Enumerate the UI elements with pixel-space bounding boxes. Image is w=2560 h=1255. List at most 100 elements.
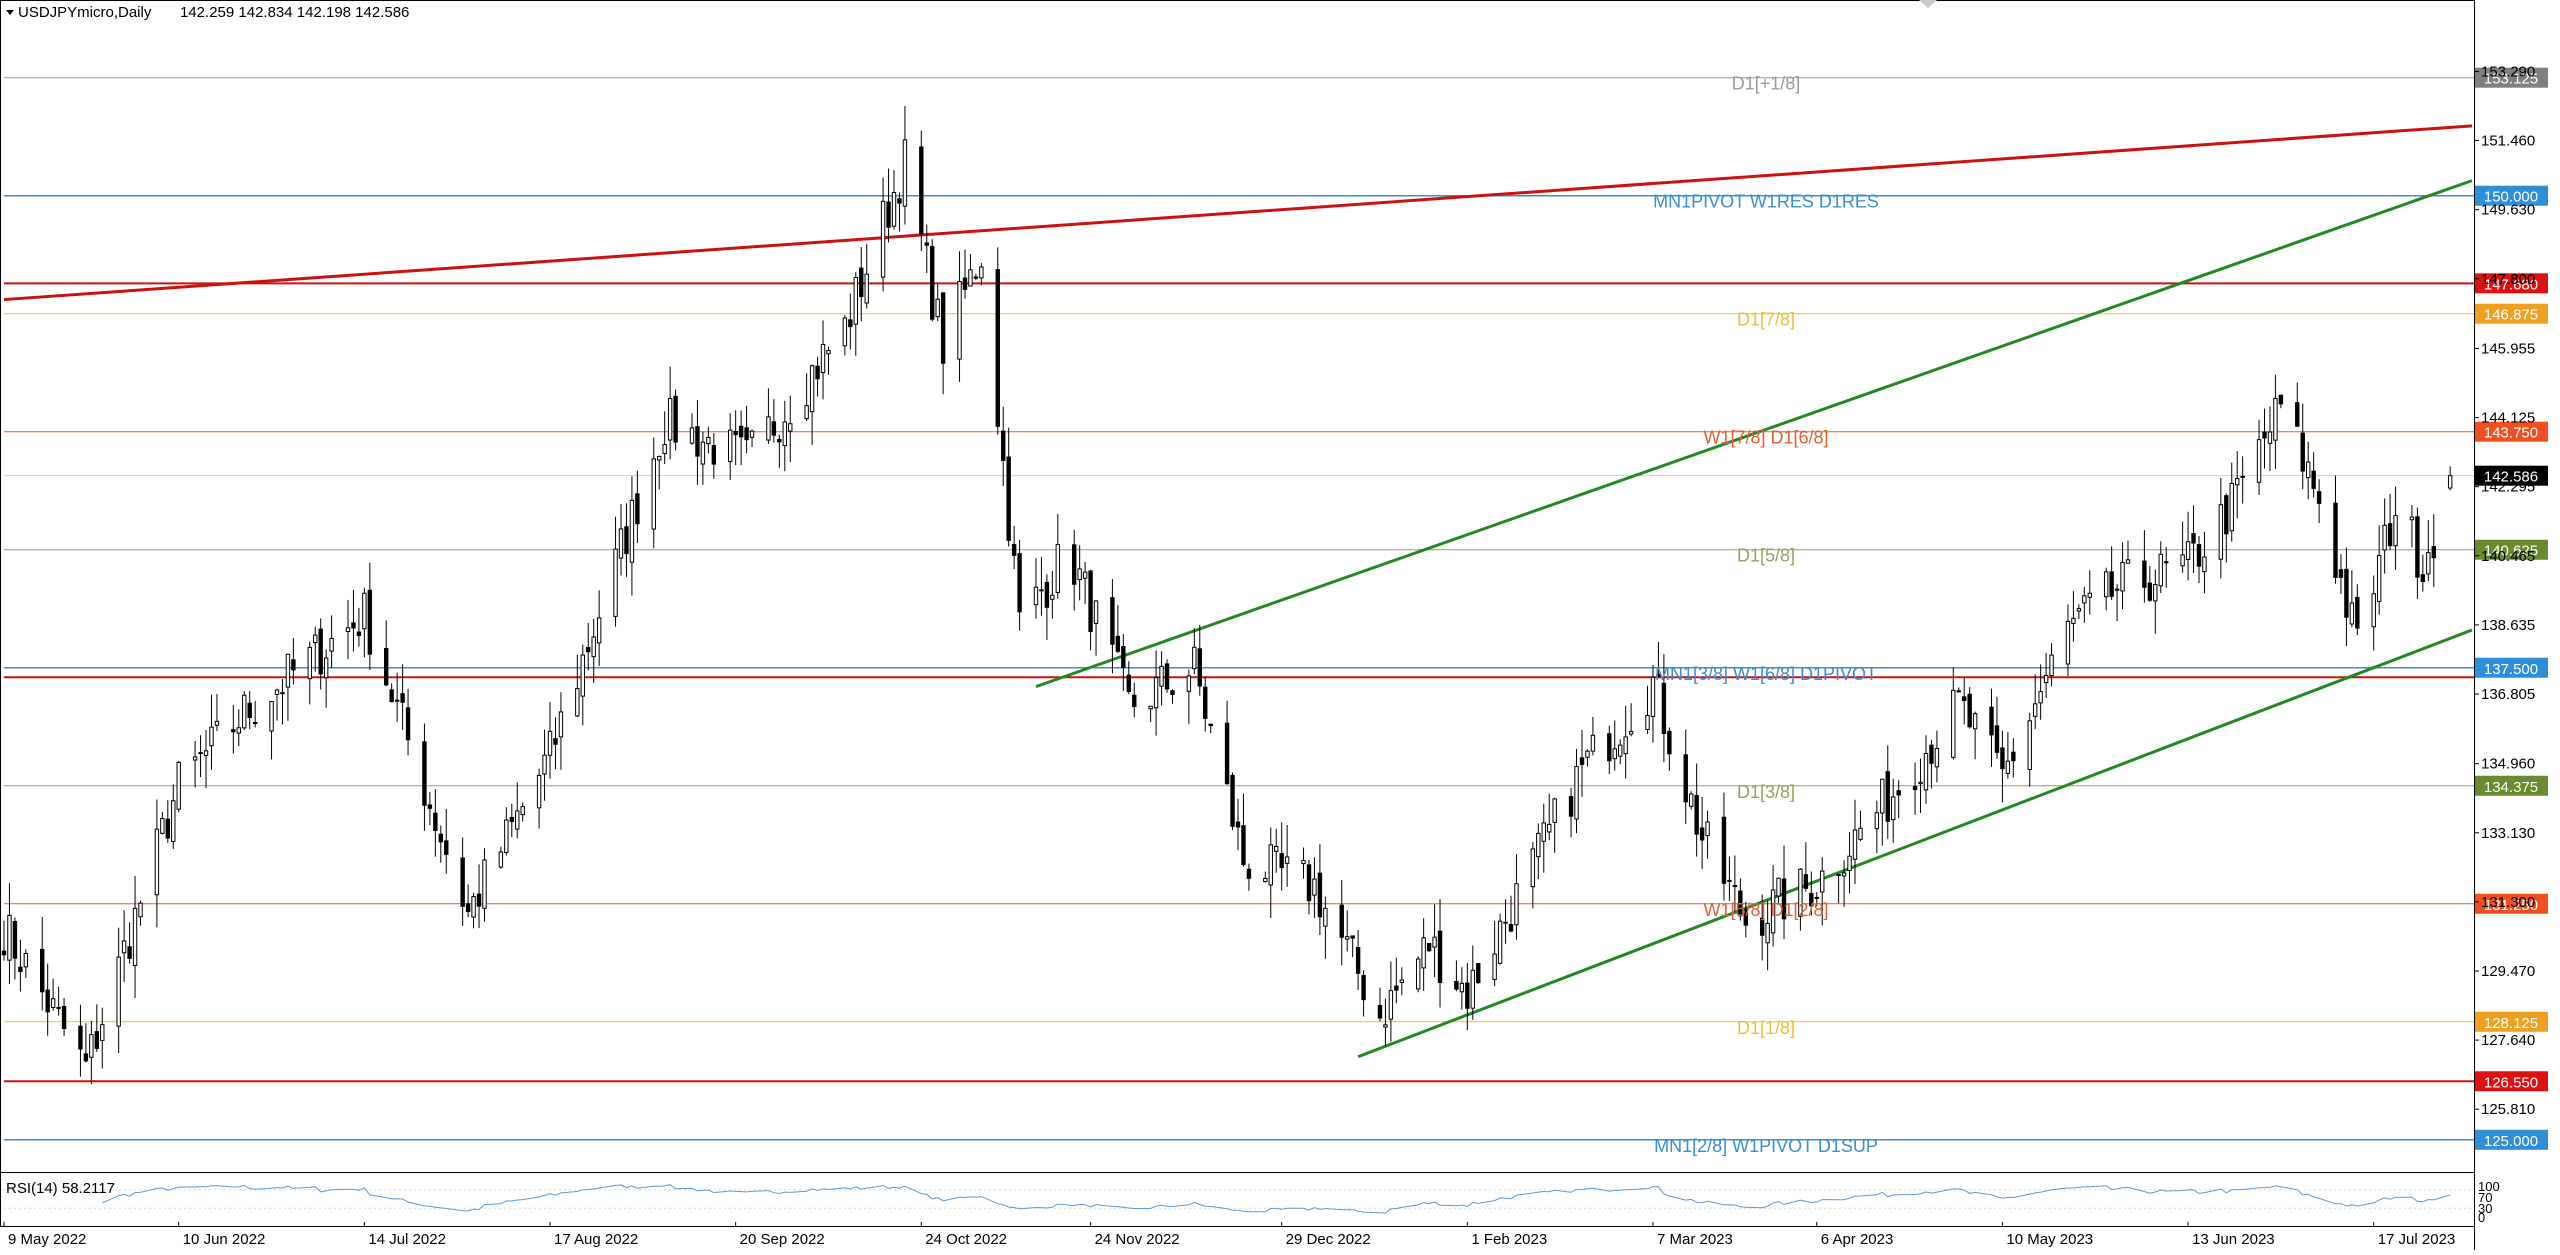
candle[interactable] [586,622,591,671]
candle[interactable] [1459,967,1465,1010]
candle[interactable] [252,700,258,728]
candle[interactable] [804,373,809,422]
candle[interactable] [1530,841,1536,909]
candle[interactable] [536,768,542,829]
candle[interactable] [1312,857,1317,919]
candle[interactable] [2049,643,2054,687]
candle[interactable] [1093,600,1099,656]
candle[interactable] [121,910,127,982]
candle[interactable] [1465,962,1470,1031]
candle[interactable] [788,395,793,463]
candle[interactable] [930,239,935,322]
candle[interactable] [1803,842,1809,892]
candle[interactable] [242,691,247,731]
candle[interactable] [1929,739,1934,789]
candle[interactable] [50,978,56,1011]
candle[interactable] [1667,727,1672,771]
candle[interactable] [23,949,29,979]
candle[interactable] [1896,779,1901,819]
candle[interactable] [1033,558,1039,619]
candle[interactable] [673,389,678,451]
candle[interactable] [1880,778,1885,846]
candle[interactable] [1235,798,1241,851]
candle[interactable] [2371,575,2376,651]
candle[interactable] [285,653,291,721]
candle[interactable] [476,864,482,929]
candle[interactable] [460,837,465,926]
candle[interactable] [2032,674,2038,729]
candle[interactable] [1574,748,1579,834]
candle[interactable] [1323,896,1328,959]
candle[interactable] [1361,970,1366,1017]
candle[interactable] [192,741,198,788]
candle[interactable] [2114,584,2120,622]
candle[interactable] [1274,828,1279,873]
candle[interactable] [880,177,886,292]
candle[interactable] [1415,956,1421,993]
candle[interactable] [1699,797,1705,870]
candle[interactable] [1224,700,1230,785]
candle[interactable] [2153,569,2158,634]
candle[interactable] [580,644,585,726]
candle[interactable] [154,799,160,928]
candle[interactable] [171,784,176,850]
candle[interactable] [1923,735,1929,804]
candle[interactable] [1132,682,1137,718]
candle[interactable] [323,649,329,708]
candle[interactable] [1121,634,1126,692]
candle[interactable] [2082,586,2087,623]
candle[interactable] [1306,859,1312,915]
candle[interactable] [1836,873,1841,904]
candle[interactable] [1650,664,1656,743]
candle[interactable] [1972,711,1978,760]
candle[interactable] [1688,791,1694,810]
candle[interactable] [2349,570,2355,628]
candle[interactable] [498,846,504,869]
candle[interactable] [400,664,405,731]
candle[interactable] [307,641,312,705]
candle[interactable] [935,284,940,322]
candle[interactable] [973,273,979,281]
candle[interactable] [2109,546,2114,601]
candle[interactable] [1301,847,1306,879]
candle[interactable] [2011,738,2016,778]
candle[interactable] [1661,654,1667,763]
candle[interactable] [89,1020,94,1085]
candle[interactable] [61,997,67,1037]
candle[interactable] [689,413,695,445]
candle[interactable] [1317,844,1323,936]
candle[interactable] [1956,687,1961,693]
candle[interactable] [700,431,706,485]
candle[interactable] [2120,542,2125,610]
candle[interactable] [2305,441,2311,500]
candle[interactable] [662,411,667,465]
candle[interactable] [859,247,864,322]
candle[interactable] [1279,822,1284,891]
candle[interactable] [777,434,782,468]
candle[interactable] [2229,462,2234,542]
candle[interactable] [132,876,138,998]
candle[interactable] [1383,998,1388,1047]
candle[interactable] [1656,641,1661,678]
candle[interactable] [367,562,373,670]
candle[interactable] [1934,730,1940,783]
candle[interactable] [591,618,596,684]
candle[interactable] [618,503,624,576]
candle[interactable] [2158,541,2163,594]
candle[interactable] [613,516,618,627]
candle[interactable] [1148,705,1153,723]
candle[interactable] [1170,689,1175,704]
candle[interactable] [1044,574,1050,640]
candle[interactable] [1858,810,1863,842]
candle[interactable] [1497,913,1503,965]
candle[interactable] [968,254,973,287]
candle[interactable] [1159,651,1164,706]
candle[interactable] [1694,763,1699,857]
candle[interactable] [1814,892,1819,907]
candle[interactable] [291,637,296,685]
candle[interactable] [738,410,744,466]
candle[interactable] [504,807,509,856]
candle[interactable] [1055,514,1061,599]
candle[interactable] [1050,570,1055,619]
candle-last[interactable] [2447,466,2453,491]
